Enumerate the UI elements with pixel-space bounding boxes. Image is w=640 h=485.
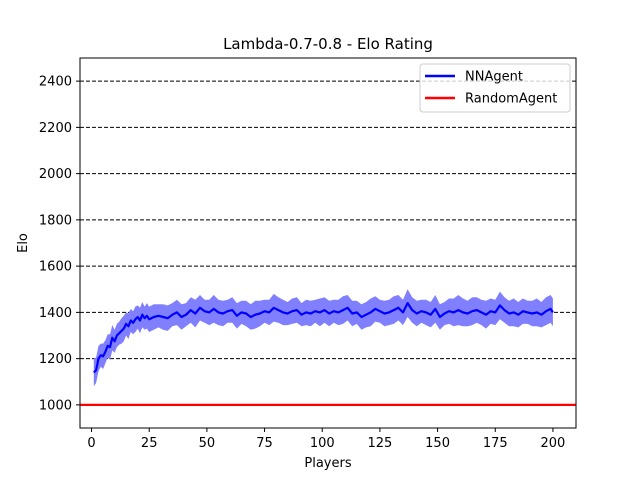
x-tick-label: 125 <box>367 436 392 451</box>
legend-label-randomagent: RandomAgent <box>465 92 557 107</box>
y-tick-label: 1000 <box>39 398 72 413</box>
x-tick-label: 200 <box>541 436 566 451</box>
x-tick-label: 150 <box>425 436 450 451</box>
legend: NNAgent RandomAgent <box>419 63 571 113</box>
legend-box <box>419 63 571 113</box>
x-tick-label: 175 <box>483 436 508 451</box>
x-tick-label: 100 <box>310 436 335 451</box>
x-axis-label: Players <box>304 456 351 471</box>
y-tick-label: 1400 <box>39 306 72 321</box>
y-tick-label: 2400 <box>39 75 72 90</box>
y-tick-label: 1200 <box>39 352 72 367</box>
y-tick-label: 2200 <box>39 121 72 136</box>
tick-layer: 1000 1200 1400 1600 1800 2000 2200 2400 0 25 50 75 1… <box>39 75 565 451</box>
nnagent-line <box>93 302 554 374</box>
y-tick-label: 2000 <box>39 167 72 182</box>
y-tick-label: 1800 <box>39 213 72 228</box>
x-tick-label: 75 <box>256 436 273 451</box>
y-axis-label: Elo <box>16 233 31 253</box>
y-tick-label: 1600 <box>39 260 72 275</box>
legend-label-nnagent: NNAgent <box>465 70 523 85</box>
series-line-layer <box>80 302 576 406</box>
x-tick-label: 25 <box>141 436 158 451</box>
x-tick-label: 50 <box>199 436 216 451</box>
plot-frame <box>79 57 577 429</box>
x-tick-label: 0 <box>87 436 95 451</box>
chart-title: Lambda-0.7-0.8 - Elo Rating <box>223 35 433 53</box>
